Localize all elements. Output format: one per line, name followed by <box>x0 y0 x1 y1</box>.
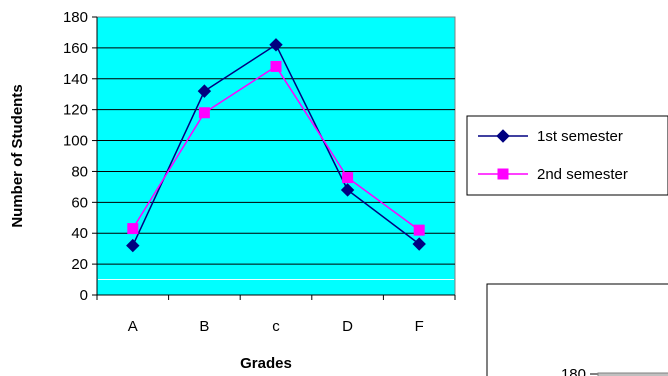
data-point <box>342 172 354 184</box>
y-axis-ticks: 0 20 40 60 80 100 120 140 160 180 <box>63 9 97 304</box>
x-tick-label: A <box>128 318 138 335</box>
y-tick-label: 140 <box>63 71 88 88</box>
legend-item: 1st semester <box>478 128 623 145</box>
legend: 1st semester 2nd semester <box>466 115 668 196</box>
legend-box <box>466 115 668 196</box>
legend-marker <box>496 129 510 143</box>
legend-items: 1st semester 2nd semester <box>478 128 628 183</box>
plot-background <box>96 16 456 296</box>
y-tick-label: 120 <box>63 102 88 119</box>
y-axis-title: Number of Students <box>9 84 26 227</box>
series-1 <box>126 38 426 253</box>
y-tick-label: 180 <box>63 9 88 26</box>
y-tick-label: 40 <box>71 225 88 242</box>
y-tick-label: 160 <box>63 40 88 57</box>
data-point <box>269 38 283 52</box>
y-tick-label: 20 <box>71 256 88 273</box>
data-point <box>197 84 212 98</box>
legend-label: 2nd semester <box>537 166 628 183</box>
data-point <box>270 60 282 72</box>
data-point <box>412 237 426 251</box>
second-chart-y-tick-label: 180 <box>561 366 586 376</box>
gridlines <box>97 47 455 265</box>
data-point <box>413 224 425 236</box>
y-tick-label: 80 <box>71 163 88 180</box>
data-point <box>127 223 139 235</box>
second-chart-partial: 180 <box>486 283 668 376</box>
data-point <box>340 183 355 197</box>
y-tick-label: 100 <box>63 133 88 150</box>
y-tick-label: 0 <box>80 287 88 304</box>
data-point <box>126 238 140 253</box>
plot-area <box>96 16 456 296</box>
x-tick-label: c <box>272 318 280 335</box>
y-tick-label: 60 <box>71 194 88 211</box>
series-group <box>126 38 426 253</box>
legend-item: 2nd semester <box>478 166 628 183</box>
x-tick-label: F <box>415 318 424 335</box>
series-2 <box>127 60 425 236</box>
legend-marker <box>497 168 509 180</box>
second-chart-frame <box>486 283 668 376</box>
data-point <box>198 107 210 119</box>
x-axis-title: Grades <box>240 355 292 372</box>
legend-label: 1st semester <box>537 128 623 145</box>
axes <box>96 17 455 296</box>
x-tick-label: B <box>199 318 209 335</box>
x-tick-label: D <box>342 318 353 335</box>
